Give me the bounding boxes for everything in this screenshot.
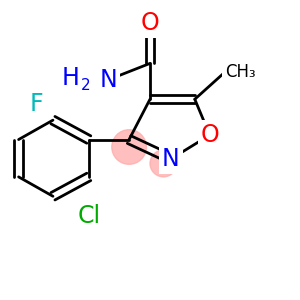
Text: O: O bbox=[200, 123, 219, 147]
Text: 2: 2 bbox=[81, 78, 91, 93]
Text: F: F bbox=[30, 92, 43, 116]
Text: CH₃: CH₃ bbox=[225, 63, 255, 81]
Circle shape bbox=[112, 130, 146, 164]
Text: N: N bbox=[162, 147, 180, 171]
Text: O: O bbox=[141, 11, 159, 35]
Text: N: N bbox=[100, 68, 117, 92]
Text: Cl: Cl bbox=[77, 204, 100, 228]
Text: H: H bbox=[62, 66, 80, 90]
Circle shape bbox=[150, 150, 177, 177]
